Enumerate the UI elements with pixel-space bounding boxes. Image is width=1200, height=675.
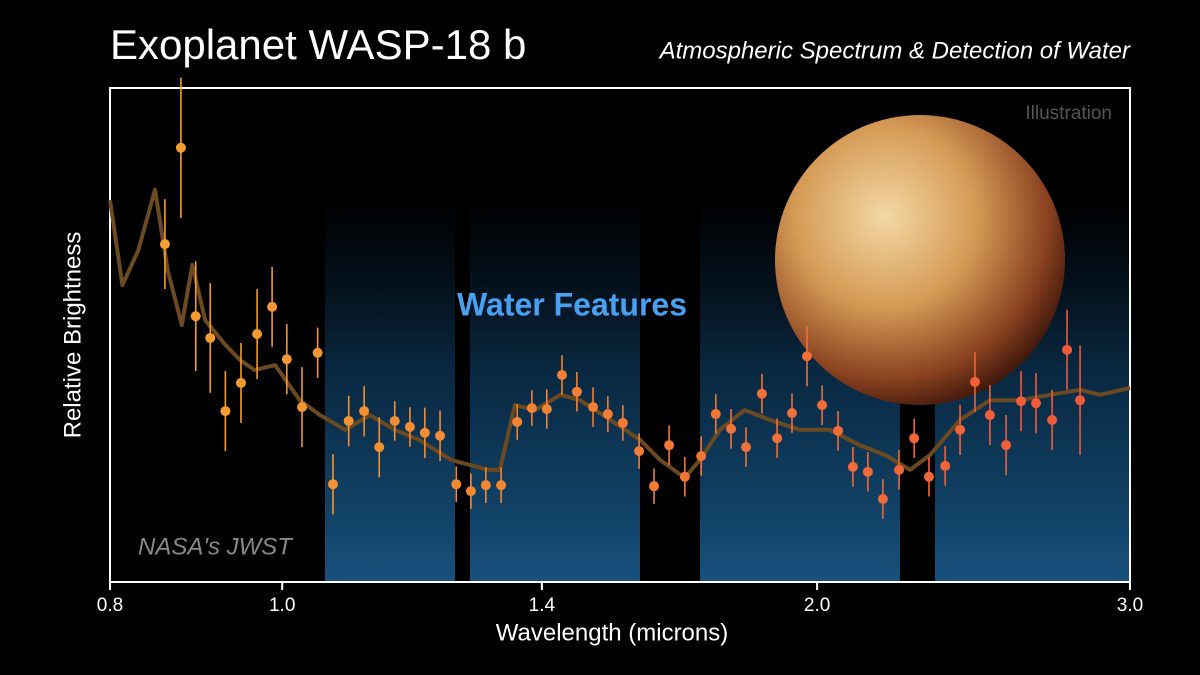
data-point bbox=[955, 424, 966, 435]
chart-title: Exoplanet WASP-18 b bbox=[110, 21, 526, 68]
illustration-label: Illustration bbox=[1025, 103, 1112, 124]
data-point bbox=[787, 408, 798, 419]
data-point bbox=[679, 471, 690, 482]
data-point bbox=[940, 460, 951, 471]
data-point bbox=[451, 479, 462, 490]
data-point bbox=[634, 446, 645, 457]
data-point bbox=[404, 421, 415, 432]
data-point bbox=[833, 425, 844, 436]
data-point bbox=[710, 409, 721, 420]
data-point bbox=[649, 481, 660, 492]
data-point bbox=[281, 354, 292, 365]
data-point bbox=[343, 415, 354, 426]
data-point bbox=[847, 461, 858, 472]
data-point bbox=[1016, 396, 1027, 407]
x-tick-label: 3.0 bbox=[1117, 595, 1143, 616]
data-point bbox=[894, 464, 905, 475]
data-point bbox=[756, 388, 767, 399]
data-point bbox=[374, 442, 385, 453]
data-point bbox=[175, 142, 186, 153]
data-point bbox=[802, 351, 813, 362]
data-point bbox=[435, 430, 446, 441]
data-point bbox=[359, 406, 370, 417]
x-tick-label: 0.8 bbox=[97, 595, 123, 616]
data-point bbox=[512, 416, 523, 427]
data-point bbox=[389, 415, 400, 426]
data-point bbox=[571, 386, 582, 397]
data-point bbox=[205, 332, 216, 343]
data-point bbox=[526, 403, 537, 414]
data-point bbox=[556, 370, 567, 381]
water-features-label: Water Features bbox=[457, 286, 687, 322]
data-point bbox=[984, 410, 995, 421]
data-point bbox=[772, 433, 783, 444]
data-point bbox=[327, 479, 338, 490]
x-tick-label: 2.0 bbox=[804, 595, 830, 616]
data-point bbox=[909, 433, 920, 444]
x-axis-label: Wavelength (microns) bbox=[496, 619, 729, 646]
water-band bbox=[325, 200, 455, 582]
data-point bbox=[159, 239, 170, 250]
data-point bbox=[235, 377, 246, 388]
data-point bbox=[969, 376, 980, 387]
data-point bbox=[1031, 398, 1042, 409]
water-band bbox=[470, 200, 640, 582]
x-tick-label: 1.4 bbox=[529, 595, 556, 616]
data-point bbox=[1075, 395, 1086, 406]
data-point bbox=[312, 347, 323, 358]
data-point bbox=[1047, 414, 1058, 425]
data-point bbox=[726, 423, 737, 434]
data-point bbox=[541, 404, 552, 415]
data-point bbox=[664, 440, 675, 451]
credit-label: NASA's JWST bbox=[138, 533, 294, 560]
data-point bbox=[480, 480, 491, 491]
data-point bbox=[588, 402, 599, 413]
data-point bbox=[877, 494, 888, 505]
x-tick-label: 1.0 bbox=[269, 595, 295, 616]
background bbox=[325, 115, 1130, 582]
data-point bbox=[1062, 344, 1073, 355]
y-axis-label: Relative Brightness bbox=[59, 232, 86, 439]
data-point bbox=[1001, 440, 1012, 451]
data-point bbox=[252, 329, 263, 340]
planet-illustration bbox=[775, 115, 1065, 405]
data-point bbox=[465, 486, 476, 497]
data-point bbox=[602, 409, 613, 420]
data-point bbox=[496, 480, 507, 491]
data-point bbox=[419, 427, 430, 438]
data-point bbox=[923, 471, 934, 482]
data-point bbox=[190, 311, 201, 322]
data-point bbox=[817, 400, 828, 411]
data-point bbox=[741, 442, 752, 453]
data-point bbox=[862, 466, 873, 477]
data-point bbox=[617, 417, 628, 428]
data-point bbox=[696, 451, 707, 462]
data-point bbox=[267, 301, 278, 312]
data-point bbox=[297, 402, 308, 413]
plot-frame bbox=[109, 87, 1131, 583]
chart-subtitle: Atmospheric Spectrum & Detection of Wate… bbox=[658, 37, 1131, 64]
data-point bbox=[220, 406, 231, 417]
